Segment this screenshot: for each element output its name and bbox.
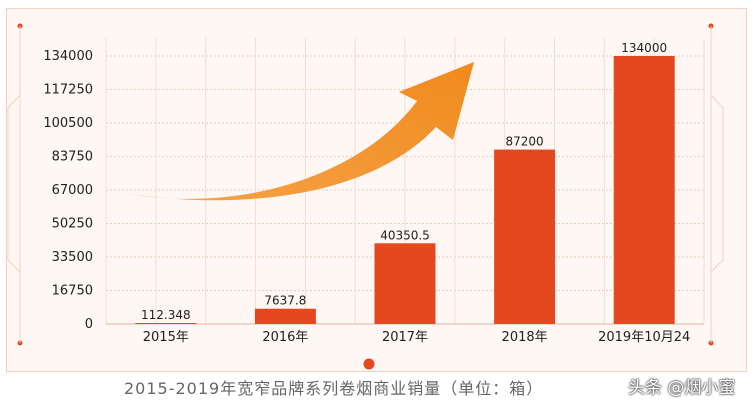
x-category-label: 2019年10月24 — [598, 330, 690, 345]
data-label: 7637.8 — [264, 294, 306, 308]
x-category-label: 2018年 — [502, 330, 548, 345]
y-tick-label: 100500 — [43, 116, 93, 131]
data-label: 112.348 — [141, 308, 191, 322]
data-label: 40350.5 — [380, 228, 430, 242]
bar — [135, 323, 197, 324]
y-tick-label: 16750 — [52, 284, 93, 299]
y-tick-label: 117250 — [43, 83, 93, 98]
y-tick-label: 50250 — [52, 217, 93, 232]
growth-arrow-shape — [125, 62, 474, 201]
bar — [494, 149, 556, 324]
pager-dot — [363, 358, 375, 370]
y-tick-label: 33500 — [52, 250, 93, 265]
y-axis-ticks: 0 16750 33500 50250 67000 83750 100500 117250 13… — [43, 49, 93, 332]
watermark: 头条 @烟小蜜 — [628, 378, 736, 398]
left-bracket — [7, 94, 21, 273]
y-tick-label: 67000 — [52, 183, 93, 198]
right-bracket — [710, 94, 724, 273]
data-label: 134000 — [621, 41, 667, 55]
y-tick-label: 134000 — [43, 49, 93, 64]
bar — [613, 56, 675, 324]
bars — [135, 56, 675, 324]
data-label: 87200 — [506, 135, 544, 149]
x-axis-categories: 2015年 2016年 2017年 2018年 2019年10月24 — [143, 330, 691, 345]
data-labels: 112.348 7637.8 40350.5 87200 134000 — [141, 41, 667, 322]
x-category-label: 2017年 — [382, 330, 428, 345]
bar — [374, 243, 436, 324]
x-category-label: 2016年 — [262, 330, 308, 345]
y-tick-label: 0 — [85, 317, 93, 332]
growth-arrow — [125, 62, 474, 201]
x-category-label: 2015年 — [143, 330, 189, 345]
bar — [254, 308, 316, 324]
chart-caption: 2015-2019年宽窄品牌系列卷烟商业销量（单位：箱） — [124, 379, 544, 398]
frame-decorations — [7, 23, 724, 370]
y-tick-label: 83750 — [52, 150, 93, 165]
